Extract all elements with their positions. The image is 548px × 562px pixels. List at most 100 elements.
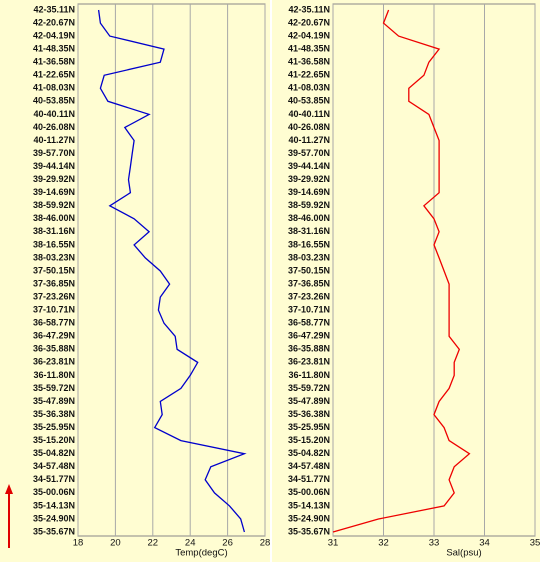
x-tick-label: 24 xyxy=(185,538,196,549)
y-tick-label: 41-22.65N xyxy=(288,70,330,80)
y-tick-label: 39-57.70N xyxy=(288,148,330,158)
y-tick-label: 37-23.26N xyxy=(288,291,330,301)
y-tick-label: 35-00.06N xyxy=(33,487,75,497)
plot-frame xyxy=(77,3,266,537)
y-tick-label: 34-57.48N xyxy=(33,461,75,471)
x-tick-label: 35 xyxy=(530,538,541,549)
y-tick-label: 39-14.69N xyxy=(33,187,75,197)
y-tick-label: 37-50.15N xyxy=(33,265,75,275)
y-tick-label: 34-57.48N xyxy=(288,461,330,471)
y-tick-label: 35-14.13N xyxy=(288,500,330,510)
x-tick-label: 34 xyxy=(479,538,490,549)
y-tick-label: 40-26.08N xyxy=(33,122,75,132)
y-tick-label: 38-31.16N xyxy=(33,226,75,236)
y-tick-label: 35-15.20N xyxy=(33,435,75,445)
y-tick-label: 34-51.77N xyxy=(33,474,75,484)
y-tick-label: 39-29.92N xyxy=(33,174,75,184)
direction-arrowhead xyxy=(5,484,13,494)
y-tick-label: 36-58.77N xyxy=(288,318,330,328)
y-tick-label: 35-24.90N xyxy=(33,513,75,523)
y-tick-label: 42-20.67N xyxy=(288,17,330,27)
y-tick-label: 40-26.08N xyxy=(288,122,330,132)
y-tick-label: 37-10.71N xyxy=(33,305,75,315)
y-tick-label: 41-48.35N xyxy=(288,44,330,54)
y-tick-label: 35-59.72N xyxy=(33,383,75,393)
y-tick-label: 35-00.06N xyxy=(288,487,330,497)
y-tick-label: 38-16.55N xyxy=(288,239,330,249)
y-tick-label: 36-23.81N xyxy=(288,357,330,367)
y-tick-label: 38-16.55N xyxy=(33,239,75,249)
y-tick-label: 39-44.14N xyxy=(33,161,75,171)
y-tick-label: 42-35.11N xyxy=(288,4,330,14)
y-tick-label: 36-35.88N xyxy=(33,344,75,354)
y-tick-label: 35-25.95N xyxy=(288,422,330,432)
y-tick-label: 36-58.77N xyxy=(33,318,75,328)
y-tick-label: 39-44.14N xyxy=(288,161,330,171)
y-tick-label: 38-46.00N xyxy=(33,213,75,223)
x-tick-label: 33 xyxy=(429,538,440,549)
y-tick-label: 35-35.67N xyxy=(33,526,75,536)
y-tick-label: 38-31.16N xyxy=(288,226,330,236)
y-tick-label: 35-47.89N xyxy=(33,396,75,406)
y-tick-label: 34-51.77N xyxy=(288,474,330,484)
y-tick-label: 36-11.80N xyxy=(33,370,75,380)
profile-line xyxy=(332,9,471,533)
y-tick-label: 41-36.58N xyxy=(33,57,75,67)
y-tick-label: 41-48.35N xyxy=(33,44,75,54)
y-tick-label: 41-36.58N xyxy=(288,57,330,67)
y-tick-label: 37-10.71N xyxy=(288,305,330,315)
y-tick-label: 38-03.23N xyxy=(288,252,330,262)
y-tick-label: 40-53.85N xyxy=(33,96,75,106)
y-tick-label: 37-36.85N xyxy=(288,278,330,288)
y-tick-label: 35-14.13N xyxy=(33,500,75,510)
y-tick-label: 36-11.80N xyxy=(288,370,330,380)
x-axis-label: Temp(degC) xyxy=(175,548,227,559)
y-tick-label: 35-59.72N xyxy=(288,383,330,393)
x-tick-label: 26 xyxy=(222,538,233,549)
y-tick-label: 42-35.11N xyxy=(33,4,75,14)
y-tick-label: 35-36.38N xyxy=(288,409,330,419)
y-tick-label: 37-23.26N xyxy=(33,291,75,301)
y-tick-label: 38-59.92N xyxy=(288,200,330,210)
x-axis-label: Sal(psu) xyxy=(446,548,481,559)
y-tick-label: 36-47.29N xyxy=(288,331,330,341)
y-tick-label: 38-03.23N xyxy=(33,252,75,262)
y-tick-label: 39-57.70N xyxy=(33,148,75,158)
y-tick-label: 37-36.85N xyxy=(33,278,75,288)
y-tick-label: 35-25.95N xyxy=(33,422,75,432)
y-tick-label: 35-47.89N xyxy=(288,396,330,406)
y-tick-label: 42-04.19N xyxy=(33,30,75,40)
y-tick-label: 36-35.88N xyxy=(288,344,330,354)
y-tick-label: 35-15.20N xyxy=(288,435,330,445)
y-tick-label: 38-59.92N xyxy=(33,200,75,210)
x-tick-label: 22 xyxy=(148,538,159,549)
y-tick-label: 39-14.69N xyxy=(288,187,330,197)
y-tick-label: 35-04.82N xyxy=(288,448,330,458)
y-tick-label: 36-23.81N xyxy=(33,357,75,367)
y-tick-label: 36-47.29N xyxy=(33,331,75,341)
y-tick-label: 40-11.27N xyxy=(288,135,330,145)
y-tick-label: 35-35.67N xyxy=(288,526,330,536)
y-tick-label: 40-53.85N xyxy=(288,96,330,106)
x-tick-label: 31 xyxy=(328,538,339,549)
y-tick-label: 40-11.27N xyxy=(33,135,75,145)
y-tick-label: 35-36.38N xyxy=(33,409,75,419)
y-tick-label: 38-46.00N xyxy=(288,213,330,223)
y-tick-label: 35-04.82N xyxy=(33,448,75,458)
y-tick-label: 42-04.19N xyxy=(288,30,330,40)
x-tick-label: 32 xyxy=(378,538,389,549)
y-tick-label: 41-08.03N xyxy=(33,83,75,93)
x-tick-label: 28 xyxy=(260,538,271,549)
y-tick-label: 35-24.90N xyxy=(288,513,330,523)
y-tick-label: 40-40.11N xyxy=(33,109,75,119)
y-tick-label: 42-20.67N xyxy=(33,17,75,27)
profile-line xyxy=(97,9,247,533)
y-tick-label: 40-40.11N xyxy=(288,109,330,119)
x-tick-label: 20 xyxy=(110,538,121,549)
x-tick-label: 18 xyxy=(73,538,84,549)
y-tick-label: 41-08.03N xyxy=(288,83,330,93)
y-tick-label: 41-22.65N xyxy=(33,70,75,80)
y-tick-label: 37-50.15N xyxy=(288,265,330,275)
